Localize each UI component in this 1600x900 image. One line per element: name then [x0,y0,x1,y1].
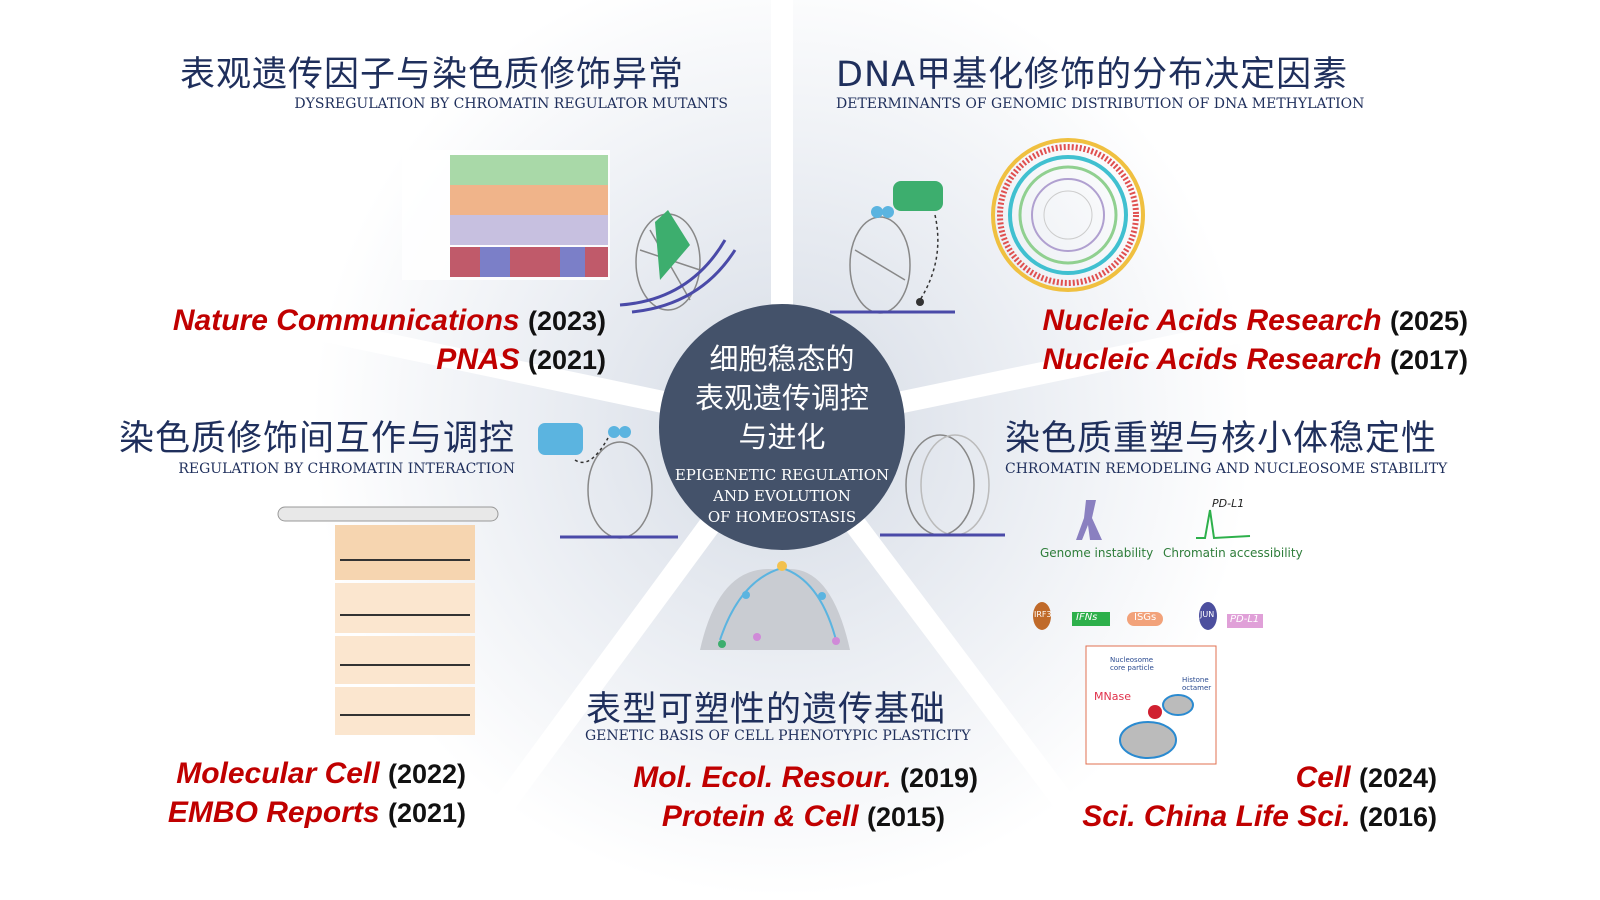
year: (2021) [527,345,606,375]
citation: Protein & Cell (2015) [662,800,945,834]
histone-octamer-label: Histone octamer [1182,676,1212,692]
year: (2017) [1389,345,1468,375]
journal-name: Cell [1295,761,1351,794]
isgs-label: ISGs [1134,612,1157,623]
genome-browser-figure [402,150,610,280]
center-title-line: 与进化 [738,420,826,454]
nucleosome-icon-top-right [830,181,955,314]
journal-name: Protein & Cell [661,800,859,833]
year: (2022) [387,759,466,789]
section-title-middle-left: 染色质修饰间互作与调控 [118,419,515,459]
ifns-label: IFNs [1076,612,1098,623]
center-title-line: 表观遗传调控 [694,381,869,415]
nucleosome-icon-top-left [619,210,737,314]
citation: PNAS (2021) [436,343,606,377]
section-subtitle-middle-left: REGULATION BY CHROMATIN INTERACTION [178,461,515,477]
journal-name: Nucleic Acids Research [1042,343,1382,376]
year: (2019) [899,763,978,793]
nucleosome-icon-middle-right [880,434,1005,537]
section-subtitle-top-left: DYSREGULATION BY CHROMATIN REGULATOR MUT… [294,96,728,112]
citation: Molecular Cell (2022) [176,757,466,791]
citation: Cell (2024) [1296,761,1437,795]
circos-plot-figure [991,138,1145,292]
jun-label: JUN [1200,610,1215,619]
year: (2021) [387,798,466,828]
journal-name: Nature Communications [172,304,520,337]
journal-name: Sci. China Life Sci. [1082,800,1351,833]
irf3-label: IRF3 [1034,610,1052,619]
center-title-en: EPIGENETIC REGULATION AND EVOLUTION OF H… [659,465,905,528]
citation: Sci. China Life Sci. (2016) [1082,800,1437,834]
nucleosome-core-label: Nucleosome core particle [1110,656,1154,672]
pdl1-gene-label: PD-L1 [1230,614,1260,625]
year: (2023) [527,306,606,336]
section-title-bottom: 表型可塑性的遗传基础 [586,690,947,730]
center-title-zh: 细胞稳态的 表观遗传调控 与进化 [659,340,905,457]
journal-name: PNAS [436,343,520,376]
section-subtitle-middle-right: CHROMATIN REMODELING AND NUCLEOSOME STAB… [1005,461,1448,477]
citation: Nucleic Acids Research (2017) [1043,343,1468,377]
immune-pathway-figure [1033,500,1263,630]
genome-instability-label: Genome instability [1040,546,1154,560]
wedge-dividers [317,0,1253,817]
pdl1-peak-label: PD-L1 [1212,497,1245,510]
citation: Nature Communications (2023) [173,304,606,338]
year: (2015) [866,802,945,832]
landscape-icon-bottom [700,561,850,650]
center-title-line: 细胞稳态的 [709,342,855,376]
mnase-figure [1085,645,1217,765]
citation: Nucleic Acids Research (2025) [1043,304,1468,338]
center-subtitle-line: EPIGENETIC REGULATION [674,466,890,484]
year: (2016) [1358,802,1437,832]
year: (2024) [1358,763,1437,793]
citation: EMBO Reports (2021) [168,796,466,830]
journal-name: Mol. Ecol. Resour. [633,761,892,794]
section-subtitle-top-right: DETERMINANTS OF GENOMIC DISTRIBUTION OF … [836,96,1365,112]
journal-name: Molecular Cell [176,757,380,790]
center-subtitle-line: AND EVOLUTION [713,487,851,505]
syndrome-schematic-figure [277,506,499,735]
section-subtitle-bottom: GENETIC BASIS OF CELL PHENOTYPIC PLASTIC… [585,728,971,744]
section-title-top-right: DNA甲基化修饰的分布决定因素 [836,55,1349,95]
chromatin-accessibility-label: Chromatin accessibility [1163,546,1303,560]
section-title-middle-right: 染色质重塑与核小体稳定性 [1005,419,1438,459]
journal-name: Nucleic Acids Research [1042,304,1382,337]
nucleosome-icon-middle-left [538,423,678,539]
section-title-top-left: 表观遗传因子与染色质修饰异常 [180,55,685,95]
citation: Mol. Ecol. Resour. (2019) [633,761,978,795]
journal-name: EMBO Reports [167,796,380,829]
mnase-label: MNase [1094,690,1131,703]
center-subtitle-line: OF HOMEOSTASIS [707,508,857,526]
year: (2025) [1389,306,1468,336]
center-hub: 细胞稳态的 表观遗传调控 与进化 EPIGENETIC REGULATION A… [659,304,905,550]
